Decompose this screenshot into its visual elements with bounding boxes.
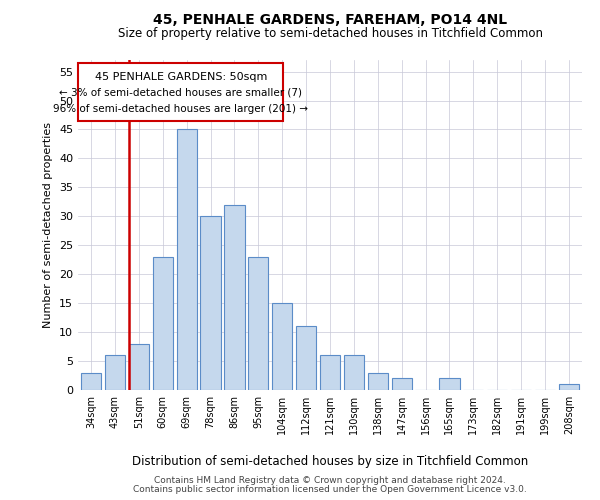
Text: Contains HM Land Registry data © Crown copyright and database right 2024.: Contains HM Land Registry data © Crown c… (154, 476, 506, 485)
Bar (129, 344, 149, 390)
Text: 45, PENHALE GARDENS, FAREHAM, PO14 4NL: 45, PENHALE GARDENS, FAREHAM, PO14 4NL (153, 12, 507, 26)
Bar (272, 303, 292, 390)
Bar (176, 130, 197, 390)
Bar (248, 257, 268, 390)
Text: Distribution of semi-detached houses by size in Titchfield Common: Distribution of semi-detached houses by … (132, 455, 528, 468)
Bar (439, 378, 460, 390)
Text: 96% of semi-detached houses are larger (201) →: 96% of semi-detached houses are larger (… (53, 104, 308, 114)
Bar (344, 356, 364, 390)
Text: 45 PENHALE GARDENS: 50sqm: 45 PENHALE GARDENS: 50sqm (95, 72, 267, 82)
Bar (152, 257, 173, 390)
Text: ← 3% of semi-detached houses are smaller (7): ← 3% of semi-detached houses are smaller… (59, 88, 302, 98)
Bar (296, 326, 316, 390)
Text: Contains public sector information licensed under the Open Government Licence v3: Contains public sector information licen… (133, 485, 527, 494)
Bar (200, 216, 221, 390)
Bar (392, 378, 412, 390)
Bar (224, 204, 245, 390)
FancyBboxPatch shape (78, 63, 283, 121)
Bar (81, 372, 101, 390)
Bar (368, 372, 388, 390)
Text: Size of property relative to semi-detached houses in Titchfield Common: Size of property relative to semi-detach… (118, 28, 542, 40)
Bar (559, 384, 579, 390)
Bar (320, 356, 340, 390)
Bar (105, 356, 125, 390)
Y-axis label: Number of semi-detached properties: Number of semi-detached properties (43, 122, 53, 328)
